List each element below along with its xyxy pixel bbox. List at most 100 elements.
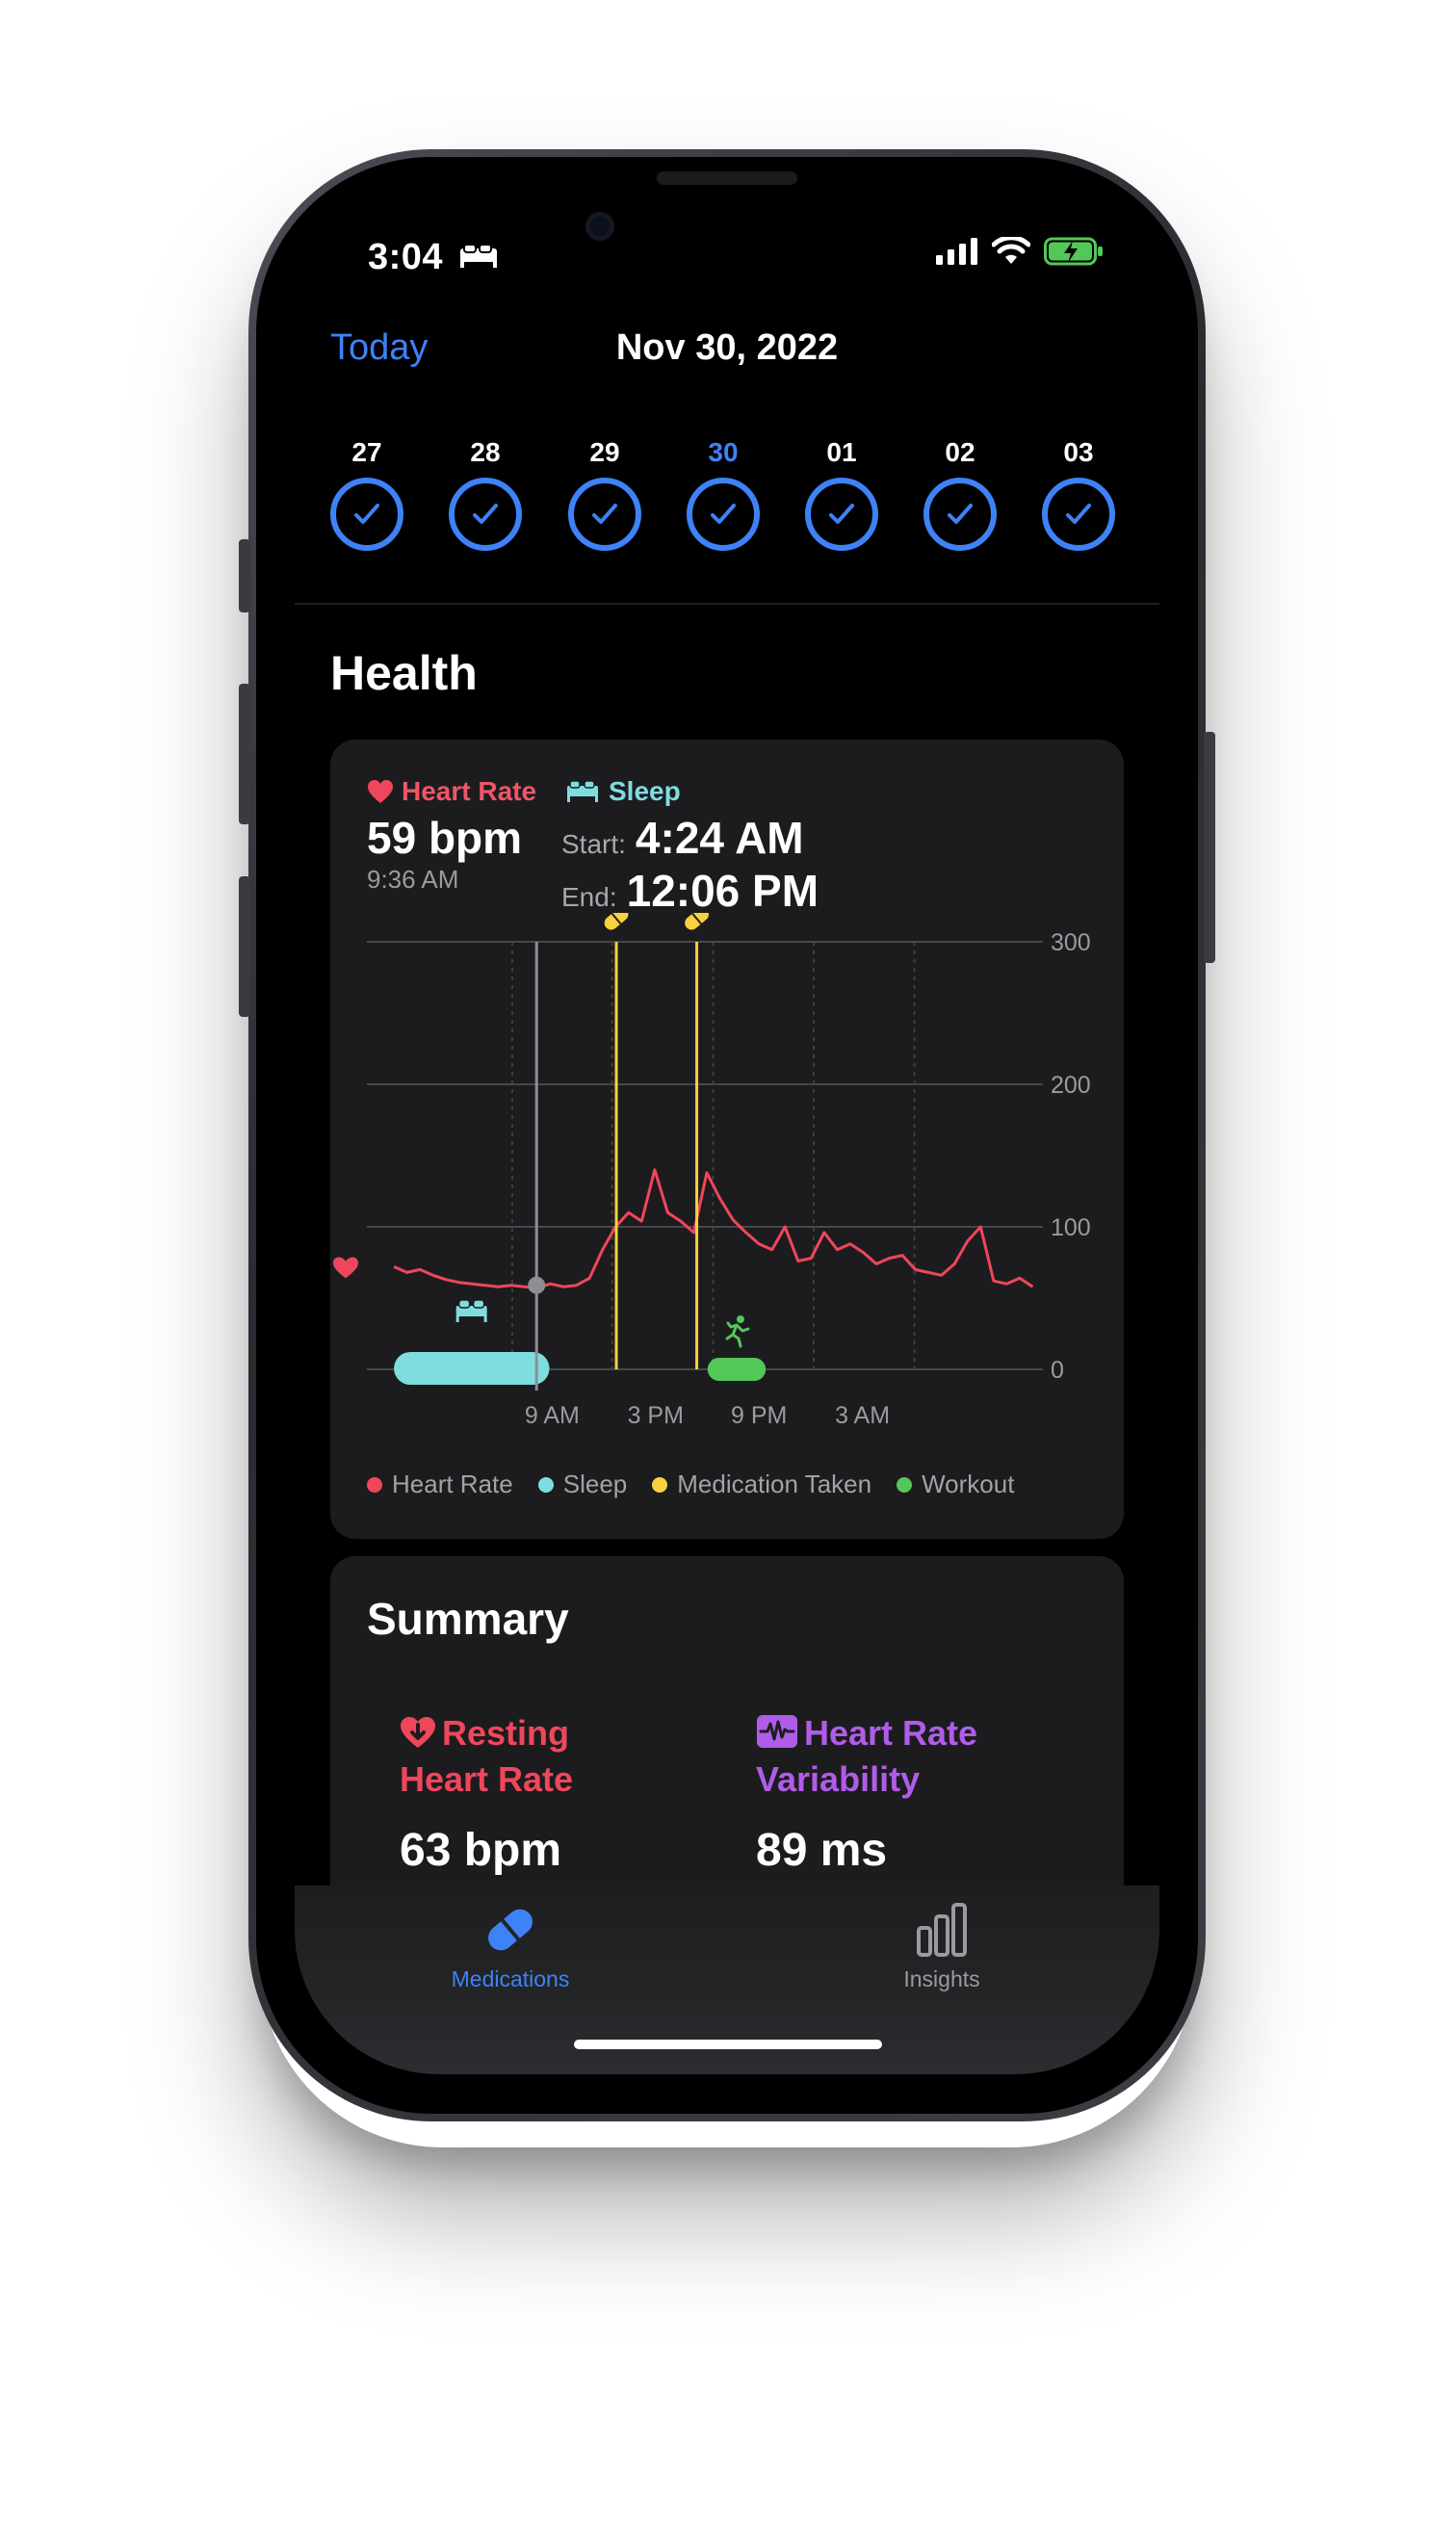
legend-item-sleep: Sleep (537, 1470, 628, 1499)
pill-icon (488, 1909, 533, 1951)
tab-medications[interactable]: Medications (366, 1899, 655, 1992)
day-27[interactable]: 27 (324, 433, 410, 551)
chart-legend: Heart Rate Sleep Medication Taken Workou… (367, 1470, 1014, 1499)
checkmark-icon (829, 504, 854, 524)
front-camera (585, 212, 614, 241)
checkmark-icon (711, 504, 736, 524)
heart-rate-label: Heart Rate (367, 776, 536, 807)
day-number: 01 (826, 437, 857, 467)
bar-chart-icon (917, 1903, 967, 1957)
day-03[interactable]: 03 (1035, 433, 1122, 551)
status-time: 3:04 (368, 237, 444, 277)
legend-item-workout: Workout (897, 1470, 1014, 1499)
bed-icon (567, 780, 598, 802)
day-number: 28 (470, 437, 501, 467)
day-30[interactable]: 30 (680, 433, 767, 551)
y-tick-label: 0 (1051, 1357, 1064, 1384)
bed-icon (455, 1299, 487, 1322)
day-01[interactable]: 01 (798, 433, 885, 551)
resting-heart-rate-value: 63 bpm (400, 1825, 562, 1876)
heart-rate-label-text: Heart Rate (402, 776, 537, 806)
sleep-start-label: Start: (561, 829, 626, 859)
legend-label: Workout (922, 1470, 1015, 1498)
x-tick-label: 3 PM (628, 1402, 684, 1429)
y-tick-label: 100 (1051, 1214, 1091, 1241)
day-number: 27 (351, 437, 382, 467)
x-tick-label: 9 PM (731, 1402, 787, 1429)
y-tick-label: 200 (1051, 1072, 1091, 1099)
hrv-title-line2: Variability (756, 1759, 921, 1799)
earpiece-speaker (657, 171, 797, 185)
power-button (1204, 732, 1215, 963)
today-button[interactable]: Today (330, 327, 429, 368)
day-number: 03 (1063, 437, 1094, 467)
legend-dot-sleep (537, 1476, 554, 1493)
checkmark-icon (1066, 504, 1091, 524)
sleep-end-time: 12:06 PM (626, 866, 819, 916)
sleep-end-label: End: (561, 882, 617, 912)
day-completed-indicator (449, 478, 522, 551)
day-completed-indicator (330, 478, 403, 551)
resting-title-line2: Heart Rate (400, 1759, 574, 1799)
sleep-start-row: Start: 4:24 AM (561, 812, 804, 864)
day-28[interactable]: 28 (442, 433, 529, 551)
cellular-signal-icon (936, 238, 977, 265)
day-number: 29 (589, 437, 620, 467)
sleep-bar (394, 1352, 550, 1385)
home-indicator[interactable] (574, 2040, 882, 2049)
heart-icon (333, 1257, 358, 1279)
battery-charging-icon (1044, 237, 1103, 266)
day-29[interactable]: 29 (561, 433, 648, 551)
hrv-metric[interactable]: Heart Rate Variability 89 ms (756, 1710, 1045, 1877)
bed-icon (460, 244, 497, 268)
day-02[interactable]: 02 (917, 433, 1003, 551)
hrv-value: 89 ms (756, 1825, 888, 1876)
heart-rate-line (393, 1168, 1034, 1290)
legend-item-medication: Medication Taken (652, 1470, 871, 1499)
sleep-start-time: 4:24 AM (635, 813, 804, 863)
health-chart-card[interactable]: Heart Rate 59 bpm 9:36 AM Sleep Start: 4… (330, 740, 1124, 1539)
y-tick-label: 300 (1051, 929, 1091, 956)
heart-rate-value: 59 bpm (367, 813, 523, 863)
day-number-selected: 30 (708, 437, 739, 467)
summary-title: Summary (367, 1594, 569, 1644)
status-indicators (936, 237, 1104, 266)
volume-up-button (239, 684, 250, 824)
x-tick-label: 9 AM (525, 1402, 580, 1429)
tab-insights[interactable]: Insights (797, 1899, 1086, 1992)
heart-rate-chart[interactable]: 300 200 100 0 9 AM 3 PM 9 PM 3 AM (330, 913, 1124, 1452)
wifi-icon (992, 237, 1030, 264)
header-divider (295, 603, 1159, 605)
volume-down-button (239, 876, 250, 1017)
sleep-end-row: End: 12:06 PM (561, 865, 819, 917)
legend-dot-workout (897, 1476, 913, 1493)
sleep-label-text: Sleep (609, 776, 681, 806)
tab-medications-label: Medications (451, 1966, 570, 1991)
legend-label: Sleep (562, 1470, 628, 1498)
resting-heart-rate-title: Resting Heart Rate (400, 1710, 689, 1803)
day-completed-indicator (687, 478, 760, 551)
legend-dot-medication (652, 1476, 668, 1493)
day-number: 02 (945, 437, 975, 467)
health-section-title: Health (330, 646, 478, 700)
hrv-title-line1: Heart Rate (804, 1713, 978, 1753)
heart-rate-time: 9:36 AM (367, 865, 459, 894)
day-completed-indicator (568, 478, 641, 551)
pill-icon (604, 913, 629, 930)
legend-dot-heart-rate (367, 1476, 382, 1493)
resting-heart-rate-metric[interactable]: Resting Heart Rate 63 bpm (400, 1710, 689, 1877)
workout-bar (707, 1358, 767, 1381)
date-title: Nov 30, 2022 (615, 327, 839, 368)
heart-icon (368, 780, 393, 803)
resting-title-line1: Resting (442, 1713, 570, 1753)
x-tick-label: 3 AM (835, 1402, 890, 1429)
heart-down-arrow-icon (401, 1717, 435, 1748)
week-strip: 27 28 29 30 01 (330, 433, 1126, 551)
day-completed-indicator (923, 478, 997, 551)
checkmark-icon (473, 504, 498, 524)
day-completed-indicator (1042, 478, 1115, 551)
waveform-icon (757, 1715, 797, 1748)
tab-insights-label: Insights (903, 1966, 980, 1991)
legend-label: Heart Rate (392, 1470, 513, 1498)
legend-label: Medication Taken (677, 1470, 872, 1498)
